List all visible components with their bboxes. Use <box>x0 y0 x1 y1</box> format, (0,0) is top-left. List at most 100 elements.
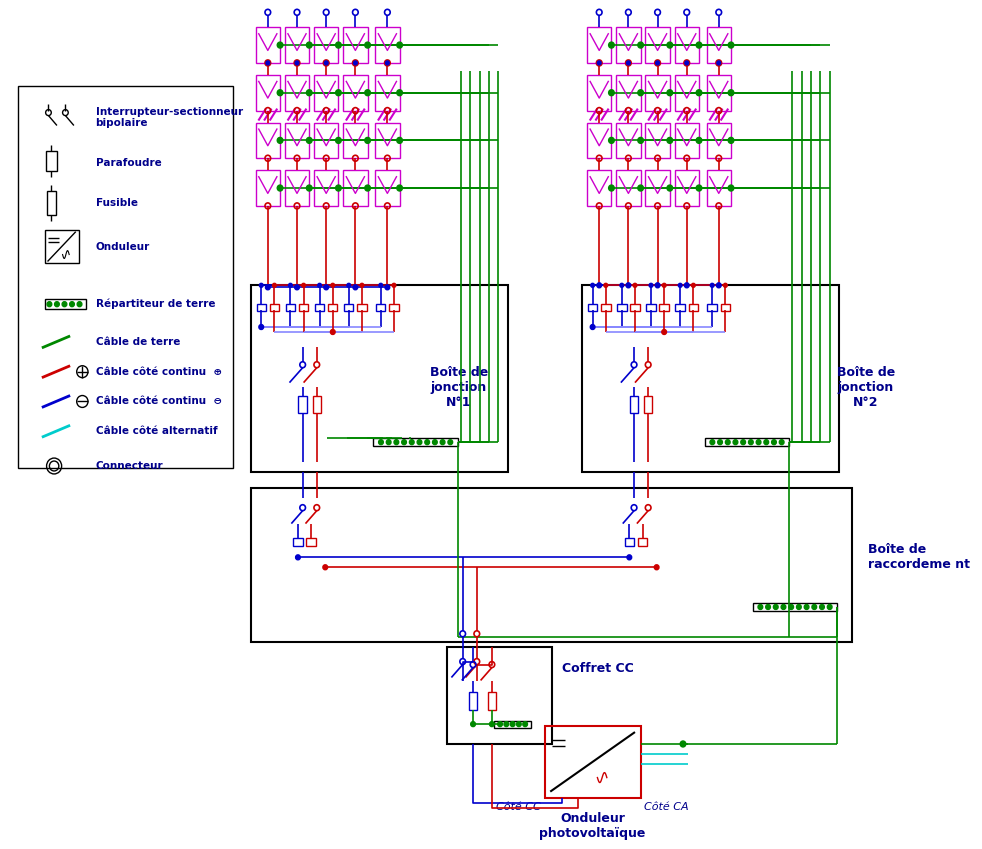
Circle shape <box>324 61 328 65</box>
Circle shape <box>649 284 653 287</box>
Bar <box>343 75 367 110</box>
Circle shape <box>360 284 364 287</box>
Circle shape <box>662 284 666 287</box>
Circle shape <box>490 722 494 727</box>
Circle shape <box>772 440 777 445</box>
Circle shape <box>724 284 728 287</box>
Circle shape <box>402 440 407 445</box>
Circle shape <box>336 42 342 48</box>
Circle shape <box>796 604 801 610</box>
Circle shape <box>662 329 667 335</box>
Circle shape <box>781 604 786 610</box>
Bar <box>587 122 612 158</box>
Circle shape <box>667 185 673 191</box>
Circle shape <box>627 283 630 288</box>
Circle shape <box>718 440 723 445</box>
Circle shape <box>696 138 702 143</box>
Bar <box>343 27 367 63</box>
Circle shape <box>392 284 396 287</box>
Bar <box>706 170 731 206</box>
Text: Câble côté continu  ⊖: Câble côté continu ⊖ <box>95 396 222 407</box>
Bar <box>752 603 838 611</box>
Circle shape <box>295 284 300 290</box>
Bar <box>306 538 316 547</box>
Circle shape <box>609 185 615 191</box>
Circle shape <box>758 604 763 610</box>
Bar <box>45 151 57 171</box>
Bar <box>46 191 56 215</box>
Circle shape <box>681 741 685 747</box>
Circle shape <box>812 604 817 610</box>
Circle shape <box>324 284 329 290</box>
Circle shape <box>277 138 283 143</box>
Text: Onduleur: Onduleur <box>95 242 150 251</box>
Bar <box>545 726 640 797</box>
Circle shape <box>522 722 527 727</box>
Bar <box>616 170 640 206</box>
Bar <box>629 396 638 413</box>
Circle shape <box>710 440 715 445</box>
Circle shape <box>306 90 312 96</box>
Text: Câble côté continu  ⊕: Câble côté continu ⊕ <box>95 367 222 377</box>
Circle shape <box>78 301 82 306</box>
Bar <box>357 304 366 311</box>
Bar <box>688 304 698 311</box>
Circle shape <box>734 440 737 445</box>
Circle shape <box>820 604 824 610</box>
Bar <box>675 75 699 110</box>
Circle shape <box>789 604 793 610</box>
Circle shape <box>667 138 673 143</box>
Circle shape <box>296 555 300 559</box>
Bar <box>314 122 339 158</box>
Circle shape <box>354 61 357 65</box>
Text: Connecteur: Connecteur <box>95 461 163 471</box>
Circle shape <box>774 604 778 610</box>
Circle shape <box>637 42 643 48</box>
Circle shape <box>637 185 643 191</box>
Circle shape <box>637 138 643 143</box>
Circle shape <box>827 604 832 610</box>
Bar <box>707 304 717 311</box>
Circle shape <box>637 90 643 96</box>
Circle shape <box>780 440 784 445</box>
Circle shape <box>266 61 270 65</box>
Text: Fusible: Fusible <box>95 198 137 208</box>
Bar <box>588 304 597 311</box>
Circle shape <box>609 138 615 143</box>
Bar <box>617 304 627 311</box>
Bar <box>343 122 367 158</box>
Bar <box>646 304 656 311</box>
Bar <box>299 396 307 413</box>
Bar <box>376 304 386 311</box>
Circle shape <box>70 301 75 306</box>
Bar <box>660 304 669 311</box>
Bar <box>375 122 400 158</box>
Circle shape <box>386 61 389 65</box>
Bar <box>675 27 699 63</box>
Bar <box>255 75 280 110</box>
Text: Côté CC: Côté CC <box>496 801 541 812</box>
Bar <box>705 438 790 447</box>
Bar <box>343 170 367 206</box>
Circle shape <box>710 284 714 287</box>
Circle shape <box>684 61 688 65</box>
Bar <box>587 170 612 206</box>
Circle shape <box>364 90 370 96</box>
Circle shape <box>448 440 453 445</box>
Circle shape <box>353 284 357 290</box>
Bar <box>285 27 309 63</box>
Circle shape <box>679 284 682 287</box>
Circle shape <box>318 284 321 287</box>
Bar <box>286 304 296 311</box>
Circle shape <box>597 61 601 65</box>
Text: Parafoudre: Parafoudre <box>95 158 161 168</box>
Bar <box>587 27 612 63</box>
Circle shape <box>633 284 637 287</box>
Bar <box>270 304 279 311</box>
Circle shape <box>667 90 673 96</box>
Circle shape <box>386 440 391 445</box>
Circle shape <box>740 440 745 445</box>
Circle shape <box>748 440 753 445</box>
Circle shape <box>289 284 293 287</box>
Circle shape <box>696 90 702 96</box>
